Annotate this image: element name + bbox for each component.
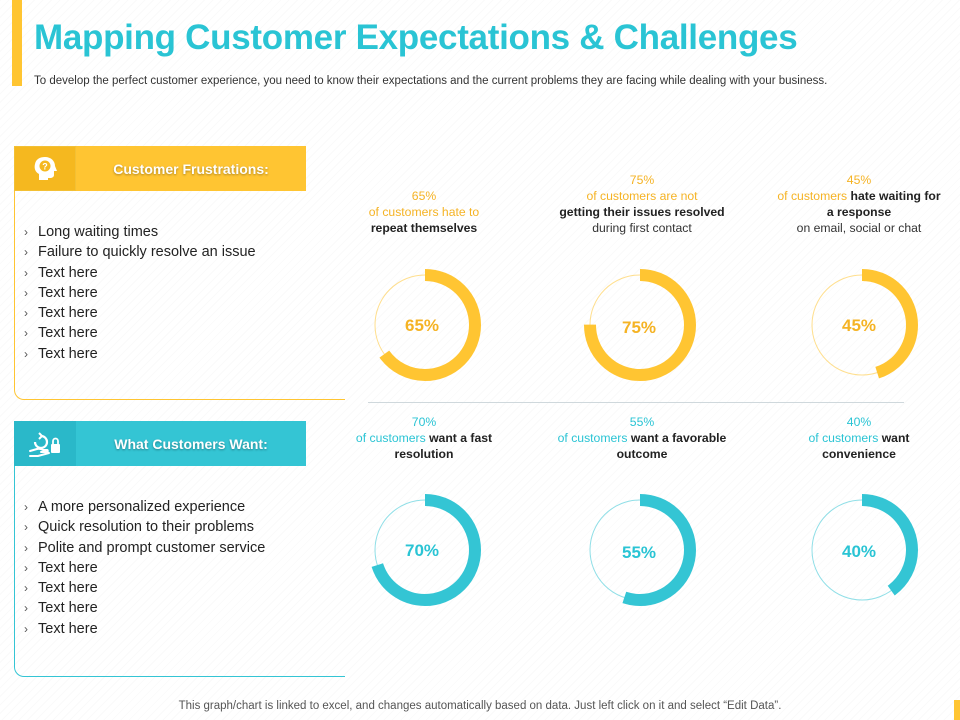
list-item: › Text here bbox=[24, 263, 256, 283]
frustrations-list: › Long waiting times › Failure to quickly … bbox=[24, 222, 256, 364]
donut-chart-first-contact bbox=[584, 269, 696, 381]
donut-value-label: 75% bbox=[621, 318, 657, 337]
chevron-right-icon: › bbox=[24, 326, 28, 341]
donut-chart-favorable-outcome bbox=[584, 494, 696, 606]
list-item: › Text here bbox=[24, 283, 256, 303]
caption-want-3: 40% of customers want convenience bbox=[808, 415, 910, 461]
donut-arc bbox=[369, 269, 481, 381]
wants-list: › A more personalized experience › Quick r… bbox=[24, 497, 265, 639]
list-item: › Text here bbox=[24, 598, 265, 618]
caption-frustration-1: 65% of customers hate to repeat themselv… bbox=[368, 189, 480, 235]
list-item: › Text here bbox=[24, 323, 256, 343]
list-item: › Polite and prompt customer service bbox=[24, 538, 265, 558]
frustrations-header: ? Customer Frustrations: bbox=[14, 146, 306, 191]
wants-bracket bbox=[14, 466, 345, 677]
donut-value-label: 70% bbox=[404, 541, 440, 560]
chevron-right-icon: › bbox=[24, 265, 28, 280]
footnote: This graph/chart is linked to excel, and… bbox=[178, 700, 782, 712]
caption-want-1: 70% of customers want a fast resolution bbox=[355, 415, 493, 461]
chevron-right-icon: › bbox=[24, 225, 28, 239]
chevron-right-icon: › bbox=[24, 560, 28, 575]
donut-value-label: 40% bbox=[841, 542, 877, 561]
caption-frustration-3: 45% of customers hate waiting for a resp… bbox=[777, 173, 941, 235]
donut-arc bbox=[806, 269, 918, 381]
list-item: › Failure to quickly resolve an issue bbox=[24, 242, 256, 262]
donut-chart-convenience bbox=[806, 494, 918, 606]
list-item: › A more personalized experience bbox=[24, 497, 265, 517]
donut-value-label: 45% bbox=[841, 316, 877, 335]
charts-divider bbox=[368, 402, 904, 403]
chevron-right-icon: › bbox=[24, 540, 28, 555]
caption-frustration-2: 75% of customers are not getting their i… bbox=[559, 173, 725, 235]
wants-header-label: What Customers Want: bbox=[76, 421, 306, 466]
chevron-right-icon: › bbox=[24, 581, 28, 596]
list-item: › Quick resolution to their problems bbox=[24, 517, 265, 537]
donut-value-label: 55% bbox=[621, 543, 657, 562]
list-item: › Text here bbox=[24, 558, 265, 578]
chevron-right-icon: › bbox=[24, 306, 28, 321]
chevron-right-icon: › bbox=[24, 520, 28, 535]
list-item: › Text here bbox=[24, 578, 265, 598]
hand-lock-icon bbox=[14, 421, 76, 466]
list-item: › Text here bbox=[24, 344, 256, 364]
wants-header: What Customers Want: bbox=[14, 421, 306, 466]
donut-chart-repeat bbox=[369, 269, 481, 381]
corner-accent bbox=[954, 700, 960, 720]
caption-want-2: 55% of customers want a favorable outcom… bbox=[557, 415, 727, 461]
chevron-right-icon: › bbox=[24, 346, 28, 361]
frustrations-header-label: Customer Frustrations: bbox=[76, 146, 306, 191]
chevron-right-icon: › bbox=[24, 245, 28, 260]
head-question-icon: ? bbox=[14, 146, 76, 191]
chevron-right-icon: › bbox=[24, 285, 28, 300]
page-subtitle: To develop the perfect customer experien… bbox=[34, 75, 828, 87]
list-item: › Long waiting times bbox=[24, 222, 256, 242]
chevron-right-icon: › bbox=[24, 500, 28, 514]
list-item: › Text here bbox=[24, 619, 265, 639]
chevron-right-icon: › bbox=[24, 621, 28, 636]
donut-arc bbox=[584, 269, 696, 381]
donut-value-label: 65% bbox=[404, 316, 440, 335]
donut-chart-fast-resolution bbox=[369, 494, 481, 606]
page-title: Mapping Customer Expectations & Challeng… bbox=[34, 18, 798, 57]
donut-chart-waiting bbox=[806, 269, 918, 381]
donut-arc bbox=[806, 494, 918, 606]
chevron-right-icon: › bbox=[24, 601, 28, 616]
list-item: › Text here bbox=[24, 303, 256, 323]
donut-arc bbox=[584, 494, 696, 606]
svg-text:?: ? bbox=[42, 161, 48, 171]
title-accent-bar bbox=[12, 0, 22, 86]
frustrations-bracket bbox=[14, 191, 345, 400]
donut-arc bbox=[369, 494, 481, 606]
